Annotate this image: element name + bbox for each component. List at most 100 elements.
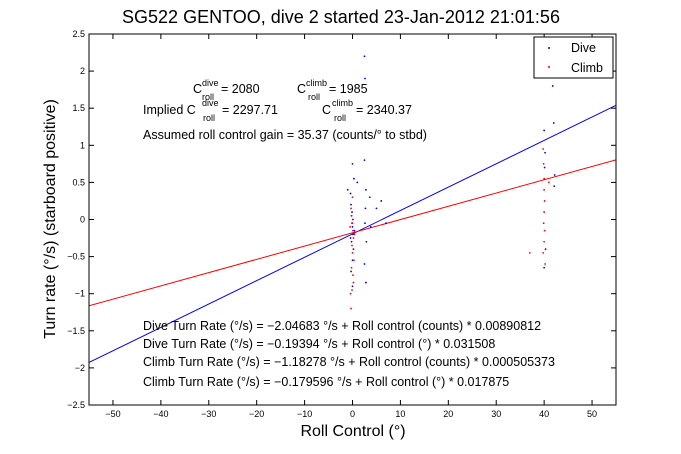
c-roll-climb: C [297, 82, 306, 96]
dive-point [352, 233, 354, 236]
c-roll-climb-sup: climb [306, 78, 327, 88]
y-tick-label: 2 [80, 66, 85, 76]
climb-series [349, 148, 550, 310]
dive-point [346, 188, 349, 191]
climb-point [351, 251, 354, 254]
climb-point [349, 292, 352, 295]
dive-point [351, 226, 354, 228]
climb-point [542, 162, 545, 165]
climb-point [543, 240, 546, 243]
climb-point [544, 263, 546, 265]
dive-point [364, 207, 367, 210]
dive-point [353, 177, 355, 180]
climb-point [543, 211, 546, 213]
x-tick-label: 50 [587, 409, 597, 419]
climb-point [350, 307, 352, 310]
dive-point [552, 122, 555, 124]
y-axis-label: Turn rate (°/s) (starboard positive) [42, 99, 59, 339]
dive-point [544, 248, 547, 251]
dive-point [356, 181, 359, 184]
dive-point [375, 207, 378, 210]
x-tick-label: −10 [297, 409, 312, 419]
x-tick-label: 20 [443, 409, 453, 419]
c-roll-dive-value: = 2080 [221, 82, 260, 96]
dive-point [551, 85, 554, 87]
legend-dive-label: Dive [571, 41, 596, 55]
climb-point [548, 181, 550, 184]
climb-point [350, 207, 352, 210]
implied-climb-value: = 2340.37 [356, 103, 412, 117]
x-tick-label: −20 [249, 409, 264, 419]
y-tick-label: 2.5 [72, 29, 85, 39]
y-tick-label: −2.5 [67, 400, 85, 410]
x-tick-label: 40 [539, 409, 549, 419]
legend-dive-marker [548, 47, 550, 49]
climb-point [542, 222, 545, 225]
dive-point [363, 159, 366, 162]
dive-point [351, 285, 354, 288]
climb-point [351, 244, 353, 247]
dive-point [543, 266, 546, 269]
y-tick-label: 1 [80, 140, 85, 150]
dive-point [380, 200, 383, 202]
climb-point [543, 177, 546, 180]
y-tick-label: −1 [75, 289, 85, 299]
implied-dive-sub: roll [203, 113, 215, 123]
dive-point [350, 203, 352, 206]
dive-point [544, 151, 546, 154]
roll-gain-annotation: Assumed roll control gain = 35.37 (count… [143, 128, 427, 142]
climb-point [352, 229, 354, 232]
dive-point [543, 166, 546, 169]
dive-point [364, 222, 366, 225]
climb-fit-line [89, 159, 616, 307]
dive-point [543, 129, 546, 132]
dive-fit-deg-annotation: Dive Turn Rate (°/s) = −0.19394 °/s + Ro… [143, 337, 495, 351]
x-tick-label: 0 [350, 409, 355, 419]
dive-point [350, 240, 353, 243]
dive-point [369, 226, 372, 228]
dive-series [346, 55, 556, 288]
dive-point [363, 263, 366, 265]
dive-point [352, 218, 354, 221]
legend-box [533, 36, 614, 79]
climb-point [351, 289, 353, 291]
y-tick-label: 1.5 [72, 103, 85, 113]
x-tick-label: 30 [491, 409, 501, 419]
climb-point [353, 259, 355, 262]
climb-point [352, 281, 355, 284]
dive-point [385, 222, 387, 225]
dive-point [368, 196, 371, 199]
y-tick-label: 0 [80, 215, 85, 225]
roll-coefficients: C dive roll = 2080 C climb roll = 1985 I… [143, 78, 412, 123]
c-roll-climb-sub: roll [308, 92, 320, 102]
climb-point [350, 266, 353, 269]
climb-point [350, 214, 353, 217]
dive-point [553, 185, 556, 188]
dive-point [349, 237, 352, 239]
dive-point [350, 270, 352, 273]
dive-point [365, 188, 367, 191]
dive-point [351, 211, 353, 213]
dive-point [364, 136, 367, 139]
legend-climb-label: Climb [571, 61, 603, 75]
data-points [346, 55, 556, 310]
climb-fit-deg-annotation: Climb Turn Rate (°/s) = −0.179596 °/s + … [143, 375, 509, 389]
climb-point [542, 148, 545, 150]
dive-point [363, 55, 366, 58]
chart-title: SG522 GENTOO, dive 2 started 23-Jan-2012… [122, 7, 560, 27]
c-roll-climb-value: = 1985 [329, 82, 368, 96]
implied-dive-sup: dive [202, 98, 219, 108]
c-roll-dive-sup: dive [202, 78, 219, 88]
y-tick-label: −2 [75, 363, 85, 373]
implied-dive-value: = 2297.71 [222, 103, 278, 117]
axis-ticks: −50 −40 −30 −20 −10 0 10 20 30 40 50−2.5−2−1.5−1−0… [67, 29, 616, 419]
implied-climb-sub: roll [334, 113, 346, 123]
climb-point [351, 196, 354, 199]
climb-point [353, 233, 356, 236]
climb-point [543, 188, 546, 191]
implied-label: Implied C [143, 103, 196, 117]
dive-point [365, 281, 367, 284]
dive-point [349, 192, 352, 195]
c-roll-dive-sub: roll [202, 92, 214, 102]
